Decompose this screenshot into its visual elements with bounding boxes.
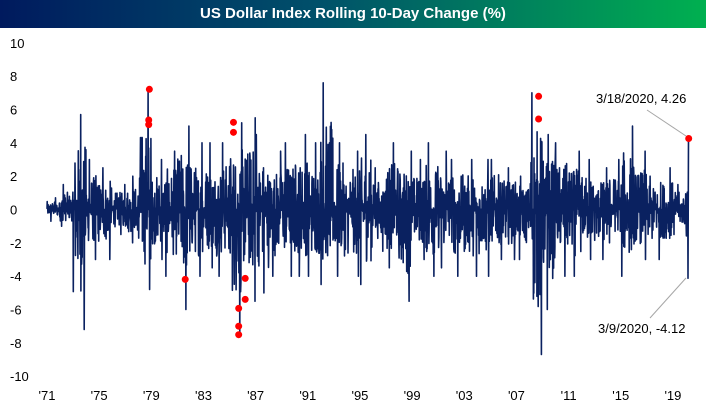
highlight-point: [535, 115, 543, 123]
highlight-point: [235, 322, 243, 330]
x-tick-label: '15: [612, 388, 629, 403]
x-tick-label: '11: [561, 388, 577, 403]
y-tick-label: 0: [10, 203, 17, 218]
highlighted-points: [145, 85, 693, 339]
y-tick-label: -2: [10, 236, 22, 251]
x-tick-label: '87: [247, 388, 264, 403]
highlight-point: [235, 331, 243, 339]
y-tick-label: -4: [10, 269, 22, 284]
annotation-leader-high: [646, 109, 687, 137]
highlight-point: [235, 304, 243, 312]
highlight-point: [241, 295, 249, 303]
annotation-leader-low: [649, 277, 687, 319]
x-tick-label: '07: [508, 388, 525, 403]
highlight-point: [229, 118, 237, 126]
annotation-high: 3/18/2020, 4.26: [596, 91, 686, 106]
x-tick-label: '71: [39, 388, 56, 403]
y-tick-label: -6: [10, 303, 22, 318]
highlight-point: [685, 134, 693, 142]
x-axis-ticks: '71 '75 '79 '83 '87 '91 '95 '99 '03 '07 '11 '15 '19: [39, 388, 682, 403]
x-tick-label: '99: [404, 388, 421, 403]
highlight-point: [181, 275, 189, 283]
x-tick-label: '19: [664, 388, 681, 403]
x-tick-label: '79: [143, 388, 160, 403]
y-tick-label: 4: [10, 136, 17, 151]
series-line: [46, 82, 690, 356]
highlight-point: [145, 121, 153, 129]
y-tick-label: 6: [10, 102, 17, 117]
x-tick-label: '83: [195, 388, 212, 403]
annotation-low: 3/9/2020, -4.12: [598, 321, 685, 336]
highlight-point: [241, 274, 249, 282]
annotations: 3/18/2020, 4.26 3/9/2020, -4.12: [596, 91, 687, 336]
highlight-point: [145, 85, 153, 93]
x-tick-label: '95: [351, 388, 368, 403]
chart-title: US Dollar Index Rolling 10-Day Change (%…: [0, 0, 706, 28]
highlight-point: [229, 128, 237, 136]
y-tick-label: 8: [10, 69, 17, 84]
x-tick-label: '75: [91, 388, 108, 403]
y-tick-label: 2: [10, 169, 17, 184]
x-tick-label: '03: [456, 388, 473, 403]
series: [46, 82, 690, 356]
y-tick-label: 10: [10, 36, 24, 51]
highlight-point: [535, 92, 543, 100]
x-tick-label: '91: [299, 388, 316, 403]
y-axis-ticks: 10 8 6 4 2 0 -2 -4 -6 -8 -10: [10, 36, 29, 384]
y-tick-label: -10: [10, 369, 29, 384]
y-tick-label: -8: [10, 336, 22, 351]
